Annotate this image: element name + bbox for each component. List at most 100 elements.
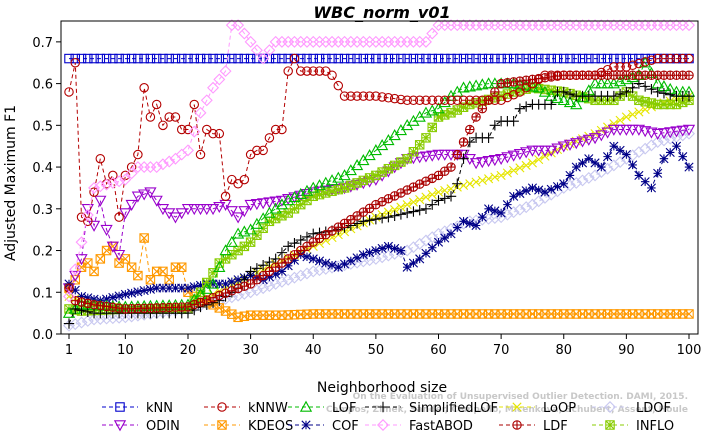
marker — [282, 273, 295, 286]
marker — [289, 309, 300, 320]
marker — [415, 254, 425, 264]
marker — [213, 260, 226, 272]
marker — [534, 84, 544, 94]
marker — [634, 170, 644, 181]
marker — [402, 262, 412, 272]
y-tick-label: 0.1 — [32, 286, 53, 301]
marker — [75, 236, 88, 249]
marker — [609, 309, 619, 319]
series-line-knnw — [68, 57, 689, 223]
marker — [83, 216, 93, 227]
marker — [295, 309, 306, 320]
marker — [477, 53, 488, 64]
marker — [540, 84, 550, 95]
marker — [339, 53, 350, 64]
marker — [258, 53, 268, 64]
marker — [102, 302, 111, 311]
marker — [377, 167, 387, 177]
marker — [233, 312, 243, 323]
legend-item-cof: COF — [288, 419, 359, 434]
marker — [502, 53, 513, 64]
marker — [596, 309, 607, 319]
marker — [452, 222, 462, 233]
marker — [471, 220, 481, 231]
marker — [83, 299, 92, 308]
marker — [145, 112, 156, 122]
marker — [358, 216, 369, 227]
marker — [490, 206, 500, 216]
marker — [652, 86, 663, 98]
marker — [302, 53, 312, 64]
marker — [664, 127, 677, 139]
marker — [634, 58, 644, 69]
legend-label-knnw: kNNW — [248, 401, 288, 416]
marker — [106, 312, 119, 325]
marker — [275, 275, 288, 288]
marker — [577, 70, 588, 81]
marker — [70, 303, 81, 315]
marker — [421, 95, 431, 106]
series-points-fastabod — [63, 19, 695, 303]
marker — [89, 266, 99, 276]
marker — [257, 52, 270, 65]
marker — [684, 309, 694, 319]
watermark: On the Evaluation of Unsupervised Outlie… — [326, 392, 688, 415]
marker — [252, 145, 262, 156]
marker — [502, 89, 512, 99]
marker — [365, 173, 375, 183]
x-tick-label: 40 — [305, 343, 322, 358]
legend-item-knnw: kNNW — [204, 401, 288, 416]
marker — [264, 133, 275, 143]
marker — [64, 87, 74, 97]
marker — [207, 81, 220, 94]
marker — [419, 35, 432, 48]
marker — [238, 27, 251, 40]
marker — [114, 258, 124, 268]
marker — [571, 162, 581, 172]
marker — [496, 53, 506, 64]
marker — [277, 211, 287, 221]
legend-item-odin: ODIN — [102, 419, 180, 434]
marker — [589, 169, 602, 182]
marker — [294, 187, 307, 199]
marker — [432, 149, 445, 161]
marker — [426, 27, 439, 40]
marker — [233, 179, 243, 189]
series-simplifiedlof — [63, 78, 695, 329]
marker — [120, 254, 131, 264]
marker — [465, 125, 475, 134]
marker — [521, 53, 531, 64]
marker — [508, 89, 519, 100]
marker — [446, 108, 456, 118]
marker — [513, 203, 526, 216]
marker — [183, 53, 193, 64]
x-tick-label: 1 — [65, 343, 73, 358]
y-tick-label: 0.0 — [32, 328, 53, 343]
legend-label-simplifiedlof: SimplifiedLOF — [409, 401, 498, 416]
marker — [340, 219, 349, 228]
marker — [414, 53, 425, 64]
marker — [219, 292, 232, 305]
marker — [302, 242, 312, 251]
marker — [300, 184, 314, 196]
marker — [683, 19, 695, 32]
marker — [352, 211, 362, 221]
marker — [570, 138, 583, 150]
marker — [327, 226, 337, 236]
marker — [270, 310, 281, 320]
marker — [490, 309, 500, 319]
marker — [515, 53, 525, 64]
marker — [596, 53, 607, 64]
marker — [665, 53, 675, 64]
marker — [509, 191, 519, 201]
legend-label-ldf: LDF — [543, 419, 568, 434]
marker — [490, 172, 500, 182]
marker — [89, 300, 99, 309]
marker — [615, 62, 625, 72]
marker — [489, 120, 501, 131]
marker — [302, 252, 312, 262]
marker — [106, 176, 119, 189]
marker — [71, 296, 80, 305]
marker — [515, 309, 525, 319]
marker — [533, 309, 544, 319]
